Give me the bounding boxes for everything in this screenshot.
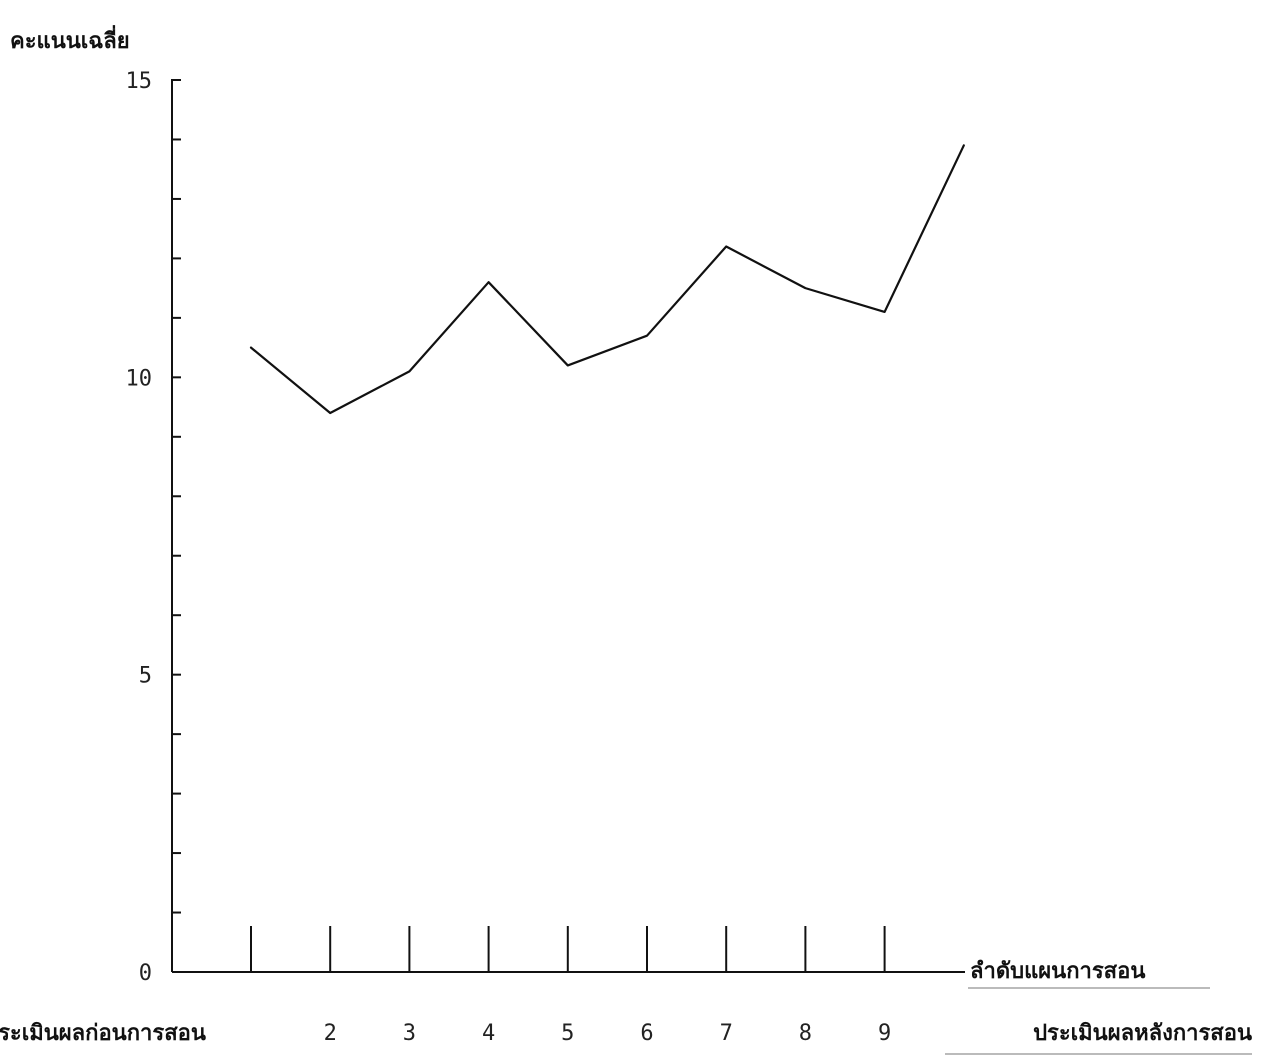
- axes-layer: [171, 80, 965, 973]
- y-tick-label: 15: [126, 69, 153, 94]
- y-tick-label: 0: [139, 961, 152, 986]
- series-layer: [249, 144, 965, 415]
- ticks-layer: [171, 79, 886, 972]
- x-tick-label: 8: [799, 1021, 812, 1046]
- x-tick-label: 5: [561, 1021, 574, 1046]
- series-line: [249, 144, 965, 415]
- y-axis-label: คะแนนเฉลี่ย: [10, 24, 130, 54]
- x-tick-label: ประเมินผลก่อนการสอน: [0, 1021, 206, 1046]
- y-tick-label: 5: [139, 664, 152, 689]
- x-tick-label: 2: [324, 1021, 337, 1046]
- x-tick-label: 9: [878, 1021, 891, 1046]
- x-tick-label: 4: [482, 1021, 495, 1046]
- y-tick-label: 10: [126, 366, 153, 391]
- x-tick-label: 6: [640, 1021, 653, 1046]
- x-tick-label: 3: [403, 1021, 416, 1046]
- x-axis-label: ลำดับแผนการสอน: [970, 959, 1145, 984]
- labels-layer: คะแนนเฉลี่ย ลำดับแผนการสอน 0 5 10 15 ประเมิน…: [0, 24, 1252, 1055]
- x-tick-label: 7: [720, 1021, 733, 1046]
- x-tick-label: ประเมินผลหลังการสอน: [1033, 1021, 1252, 1046]
